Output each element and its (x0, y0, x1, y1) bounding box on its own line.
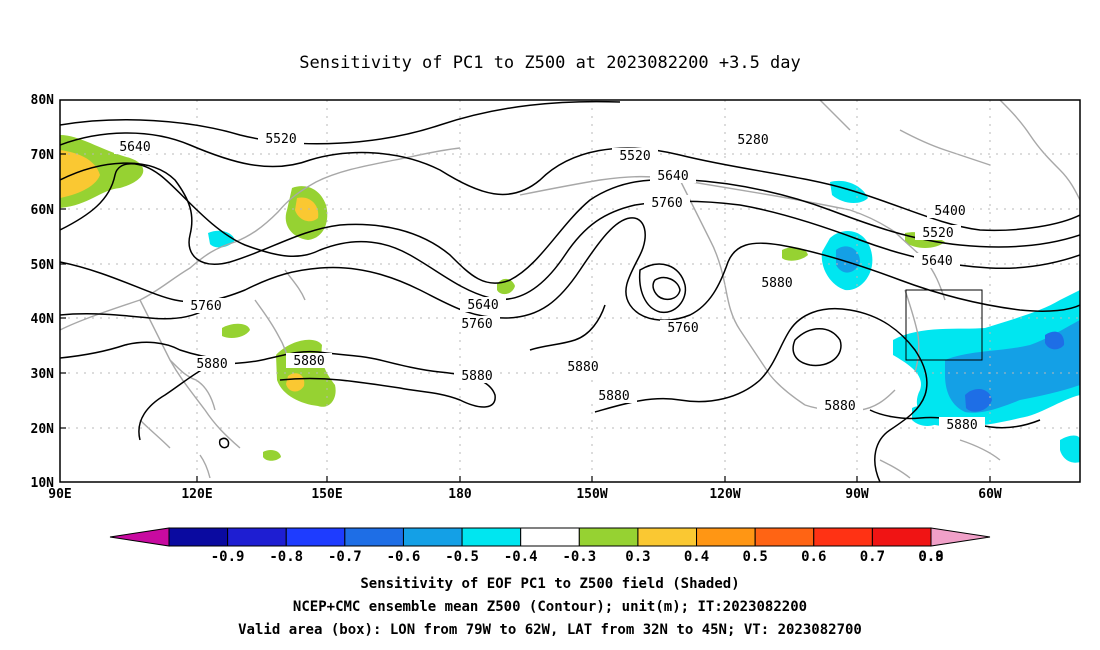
shade-cyan-hudson (830, 180, 868, 204)
colorbar-cell (578, 527, 639, 547)
shade-cyan-caribbean (912, 405, 942, 426)
lat-label: 30N (31, 367, 55, 382)
contour-label: 5880 (598, 389, 629, 404)
contour-label: 5880 (761, 276, 792, 291)
contour-label: 5880 (946, 418, 977, 433)
colorbar-cell (871, 527, 932, 547)
lon-label: 60W (978, 487, 1002, 502)
map-frame (59, 99, 1081, 483)
lat-label: 60N (31, 203, 55, 218)
contour-label: 5520 (922, 226, 953, 241)
figure-title: Sensitivity of PC1 to Z500 at 2023082200… (299, 53, 801, 73)
z500-contours (60, 100, 1080, 482)
shade-cyan-mongolia (208, 230, 235, 248)
contour-label: 5640 (921, 254, 952, 269)
contour-label: 5280 (737, 133, 768, 148)
lon-label: 90E (48, 487, 71, 502)
contour-label: 5640 (657, 169, 688, 184)
valid-area-box (905, 289, 983, 361)
colorbar-cell (285, 527, 346, 547)
colorbar-label: 0.9 (918, 549, 943, 565)
colorbar-cell (637, 527, 698, 547)
colorbar-label: 0.7 (860, 549, 885, 565)
colorbar-cell (520, 527, 580, 547)
lon-label: 150W (576, 487, 607, 502)
contour-label: 5760 (190, 299, 221, 314)
contour-label: 5400 (934, 204, 965, 219)
colorbar-cell (168, 527, 229, 547)
caption-line-3: Valid area (box): LON from 79W to 62W, L… (238, 622, 862, 638)
colorbar-label: -0.5 (445, 549, 479, 565)
contour-label: 5760 (651, 196, 682, 211)
contour-label: 5640 (467, 298, 498, 313)
axis-ticks (60, 153, 991, 482)
contour-label: 5760 (461, 317, 492, 332)
colorbar-cell (696, 527, 756, 547)
contour-label: 5880 (824, 399, 855, 414)
lat-label: 20N (31, 422, 55, 437)
caption-line-1: Sensitivity of EOF PC1 to Z500 field (Sh… (360, 576, 739, 592)
shade-green-mexico (782, 247, 808, 261)
contour-label: 5520 (265, 132, 296, 147)
colorbar-cell (227, 527, 287, 547)
colorbar-cell (402, 527, 463, 547)
colorbar-label: 0.3 (625, 549, 650, 565)
shade-yellow-okhotsk (295, 197, 319, 222)
colorbar-cells (168, 527, 932, 547)
colorbar-label: 0.8 (918, 549, 943, 565)
lat-label: 70N (31, 148, 55, 163)
colorbar-label: -0.7 (328, 549, 362, 565)
shade-blue-greatlakes (836, 246, 860, 273)
contour-label: 5880 (196, 357, 227, 372)
lon-label: 150E (311, 487, 342, 502)
lon-label: 90W (845, 487, 869, 502)
colorbar-cell (461, 527, 522, 547)
colorbar-low-arrow (109, 527, 170, 547)
colorbar-label: -0.6 (387, 549, 421, 565)
colorbar-labels: -0.9 -0.8 -0.7 -0.6 -0.5 -0.4 -0.3 0.3 0.4 0.5 0.6… (211, 549, 944, 565)
contour-label: 5880 (567, 360, 598, 375)
colorbar: -0.9 -0.8 -0.7 -0.6 -0.5 -0.4 -0.3 0.3 0.4 0.5 0.6… (109, 527, 991, 565)
lon-axis-labels: 90E 120E 150E 180 150W 120W 90W 60W (48, 487, 1002, 502)
colorbar-high-arrow (930, 527, 991, 547)
colorbar-label: -0.3 (562, 549, 596, 565)
shade-green-japan (222, 323, 250, 338)
lat-lon-grid (60, 100, 1080, 482)
lon-label: 120E (181, 487, 212, 502)
colorbar-label: 0.5 (743, 549, 768, 565)
colorbar-label: -0.4 (504, 549, 538, 565)
lon-label: 120W (709, 487, 740, 502)
colorbar-cell (754, 527, 815, 547)
colorbar-label: 0.6 (801, 549, 826, 565)
contour-label: 5760 (667, 321, 698, 336)
shade-green-south-pac (263, 449, 281, 461)
colorbar-label: -0.9 (211, 549, 245, 565)
contour-label: 5880 (293, 354, 324, 369)
shade-darkblue-atlantic (965, 388, 992, 412)
shade-cyan-east-atlantic (1060, 435, 1080, 463)
lat-label: 80N (31, 93, 55, 108)
colorbar-label: -0.8 (269, 549, 303, 565)
shade-darkblue-east (1045, 331, 1065, 350)
colorbar-label: 0.4 (684, 549, 709, 565)
lat-label: 10N (31, 476, 55, 491)
caption-line-2: NCEP+CMC ensemble mean Z500 (Contour); u… (293, 599, 807, 615)
shade-yellow-wpac (286, 373, 305, 392)
colorbar-cell (344, 527, 404, 547)
figure-caption: Sensitivity of EOF PC1 to Z500 field (Sh… (238, 576, 862, 638)
contour-labels: 5640 5520 5520 5280 5640 5760 5400 5520 … (114, 131, 985, 433)
lon-label: 180 (448, 487, 472, 502)
lat-label: 50N (31, 258, 55, 273)
colorbar-cell (813, 527, 873, 547)
contour-label: 5640 (119, 140, 150, 155)
shade-yellow-west-siberia (60, 150, 100, 198)
contour-label: 5880 (461, 369, 492, 384)
contour-label: 5520 (619, 149, 650, 164)
lat-label: 40N (31, 312, 55, 327)
lat-axis-labels: 80N 70N 60N 50N 40N 30N 20N 10N (31, 93, 55, 491)
